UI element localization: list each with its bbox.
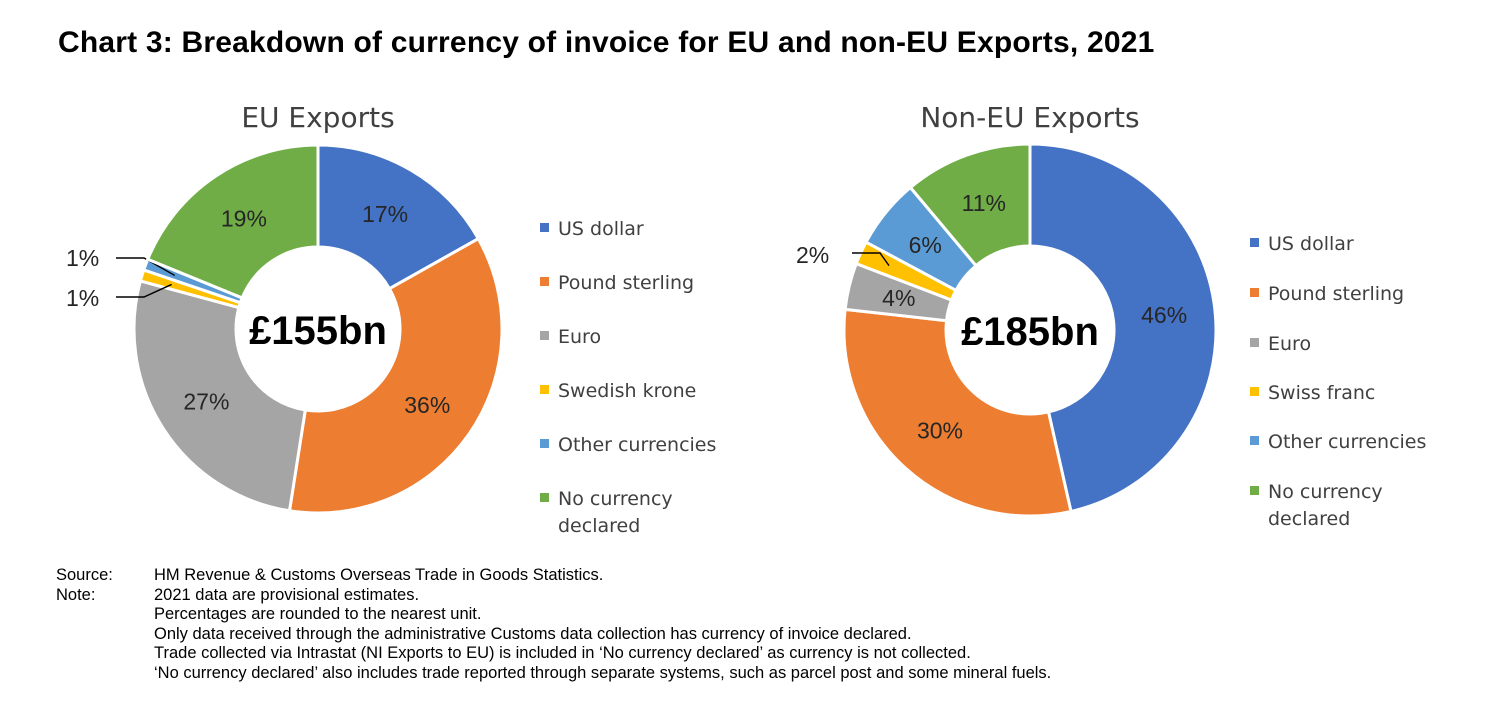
note-line: Only data received through the administr… — [154, 624, 912, 643]
donut-slice — [908, 142, 1032, 268]
legend-item: Euro — [1250, 333, 1311, 355]
donut-slice — [145, 143, 320, 300]
slice-label: 1% — [66, 285, 99, 311]
legend-swatch — [1250, 436, 1259, 445]
legend-item: Euro — [540, 326, 601, 348]
legend-swatch — [540, 493, 549, 502]
donut-slice — [842, 307, 1073, 518]
slice-label: 11% — [962, 190, 1006, 216]
total-label: £155bn — [249, 309, 387, 353]
donut-slice — [316, 143, 481, 291]
leader-line — [116, 283, 172, 298]
leader-line — [852, 252, 890, 267]
legend-item: Other currencies — [1250, 431, 1426, 453]
donut-slice — [287, 236, 504, 515]
legend-label: declared — [1268, 508, 1350, 530]
donut-chart: EU Exports 17% 36% 27% 1% 1% 19% £155bn US dolla… — [66, 101, 716, 537]
slice-label: 46% — [1141, 302, 1187, 328]
legend-label: Swedish krone — [558, 380, 696, 402]
legend-swatch — [1250, 288, 1259, 297]
legend-label: Euro — [1268, 333, 1311, 355]
slice-label: 19% — [221, 206, 267, 232]
slice-label: 1% — [66, 245, 99, 271]
legend-label: Other currencies — [1268, 431, 1426, 453]
total-label: £185bn — [961, 310, 1099, 354]
note-line: Percentages are rounded to the nearest u… — [154, 605, 482, 624]
donut-chart: Non-EU Exports 46% 30% 4% 2% 6% 11% £185bn US do… — [796, 101, 1426, 530]
legend-label: declared — [558, 515, 640, 537]
chart-footer: Source: HM Revenue & Customs Overseas Tr… — [56, 566, 1051, 684]
source-row: Source: HM Revenue & Customs Overseas Tr… — [56, 566, 1051, 586]
legend-item: US dollar — [540, 218, 644, 240]
slice-label: 36% — [404, 392, 450, 418]
slice-label: 6% — [909, 232, 942, 258]
slice-label: 27% — [183, 388, 229, 414]
source-key: Source: — [56, 566, 113, 584]
note-line: ‘No currency declared’ also includes tra… — [154, 663, 1052, 682]
legend-swatch — [540, 223, 549, 232]
legend-swatch — [1250, 338, 1259, 347]
legend-item: Pound sterling — [540, 272, 694, 294]
donut-charts: EU Exports 17% 36% 27% 1% 1% 19% £155bn US dolla… — [66, 101, 1426, 537]
legend-swatch — [540, 439, 549, 448]
legend-swatch — [540, 385, 549, 394]
legend-label: No currency — [1268, 481, 1383, 503]
note-row: Trade collected via Intrastat (NI Export… — [56, 644, 1051, 664]
legend-label: Pound sterling — [1268, 283, 1404, 305]
note-row: Note: 2021 data are provisional estimate… — [56, 586, 1051, 606]
legend-item: Swedish krone — [540, 380, 696, 402]
page-title: Chart 3: Breakdown of currency of invoic… — [58, 26, 1155, 59]
legend-swatch — [1250, 387, 1259, 396]
legend-swatch — [540, 331, 549, 340]
legend-swatch — [1250, 238, 1259, 247]
slice-label: 2% — [796, 242, 829, 268]
legend-item: Pound sterling — [1250, 283, 1404, 305]
slice-label: 17% — [362, 201, 408, 227]
note-row: Percentages are rounded to the nearest u… — [56, 605, 1051, 625]
slice-label: 4% — [882, 285, 915, 311]
legend-item: No currency declared — [540, 488, 673, 537]
note-row: Only data received through the administr… — [56, 625, 1051, 645]
legend-swatch — [540, 277, 549, 286]
source-text: HM Revenue & Customs Overseas Trade in G… — [154, 566, 604, 584]
note-row: ‘No currency declared’ also includes tra… — [56, 664, 1051, 684]
legend-item: Other currencies — [540, 434, 716, 456]
donut-slice — [132, 279, 308, 513]
slice-label: 30% — [917, 418, 963, 444]
donut-slice — [1028, 142, 1218, 514]
note-key: Note: — [56, 585, 96, 604]
legend-label: Swiss franc — [1268, 382, 1375, 404]
legend-item: No currency declared — [1250, 481, 1383, 530]
leader-line — [116, 257, 176, 277]
legend-label: No currency — [558, 488, 673, 510]
note-line: Trade collected via Intrastat (NI Export… — [154, 644, 971, 663]
legend-swatch — [1250, 486, 1259, 495]
legend-label: US dollar — [1268, 233, 1354, 255]
chart-title: Non-EU Exports — [920, 101, 1139, 134]
legend-item: Swiss franc — [1250, 382, 1375, 404]
chart-title: EU Exports — [241, 101, 394, 134]
legend-label: US dollar — [558, 218, 644, 240]
legend-item: US dollar — [1250, 233, 1354, 255]
legend-label: Pound sterling — [558, 272, 694, 294]
legend-label: Euro — [558, 326, 601, 348]
note-line: 2021 data are provisional estimates. — [154, 585, 420, 604]
legend-label: Other currencies — [558, 434, 716, 456]
